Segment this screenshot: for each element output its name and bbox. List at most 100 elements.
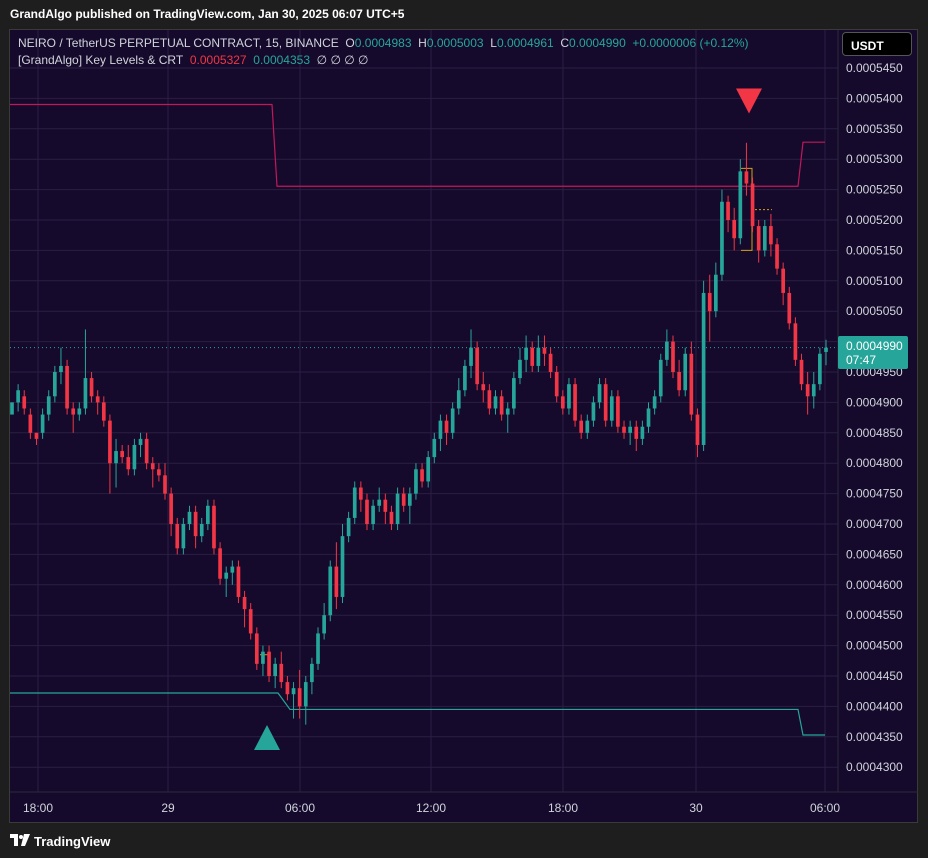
- candle-body: [811, 384, 816, 397]
- candle: [505, 402, 510, 433]
- candle: [334, 542, 339, 610]
- candle: [805, 372, 810, 415]
- candle-body: [340, 536, 345, 597]
- candlestick-chart[interactable]: 0.0005450 0.0005400 0.0005350 0.0005300 0.00…: [10, 30, 918, 822]
- candle: [652, 390, 657, 415]
- candle-body: [707, 292, 712, 312]
- candle-body: [157, 469, 161, 476]
- candle-body: [273, 663, 278, 676]
- candle: [524, 335, 528, 372]
- candle: [248, 603, 253, 640]
- buy-signal-marker: [254, 725, 280, 751]
- candle: [824, 339, 828, 366]
- candle: [132, 438, 137, 476]
- candle: [10, 402, 14, 415]
- tradingview-logo-icon: [10, 834, 30, 849]
- close-label: C: [560, 36, 570, 50]
- tradingview-logo[interactable]: TradingView: [10, 834, 110, 849]
- candle: [230, 560, 235, 585]
- candle: [310, 657, 314, 695]
- candle-body: [548, 353, 553, 372]
- y-tick-label: 0.0004450: [846, 669, 903, 683]
- candle-body: [426, 457, 431, 482]
- low-label: L: [490, 36, 497, 50]
- candle-body: [40, 414, 45, 433]
- candle: [799, 353, 804, 391]
- candle-body: [291, 688, 296, 695]
- candle: [487, 384, 492, 415]
- candle: [267, 645, 271, 683]
- candle: [328, 560, 333, 622]
- candle: [401, 487, 406, 512]
- chart-frame[interactable]: [9, 29, 918, 823]
- y-tick-label: 0.0005350: [846, 122, 903, 136]
- candle-body: [750, 183, 755, 227]
- y-tick-label: 0.0004400: [846, 699, 903, 713]
- currency-button[interactable]: USDT: [842, 32, 912, 56]
- candle: [646, 402, 651, 433]
- indicator-legend[interactable]: [GrandAlgo] Key Levels & CRT 0.0005327 0…: [18, 53, 369, 67]
- candle-body: [640, 426, 645, 439]
- candle: [818, 347, 822, 391]
- y-tick-label: 0.0004650: [846, 547, 903, 561]
- candle-body: [475, 347, 479, 385]
- close-value: 0.0004990: [569, 36, 626, 50]
- symbol-name: NEIRO / TetherUS PERPETUAL CONTRACT, 15,…: [18, 36, 339, 50]
- candle-body: [101, 402, 106, 421]
- candle: [95, 390, 100, 415]
- candle: [77, 402, 82, 421]
- candle-body: [536, 347, 541, 366]
- candle-body: [108, 420, 112, 464]
- candle-body: [720, 201, 724, 275]
- candle: [126, 444, 131, 476]
- candle-body: [34, 432, 39, 439]
- candle-body: [487, 390, 492, 409]
- candle: [236, 560, 241, 604]
- candle-body: [22, 396, 27, 409]
- candle: [175, 517, 180, 555]
- candle-body: [744, 171, 749, 184]
- candle: [322, 603, 326, 640]
- candle: [212, 499, 216, 555]
- candle: [762, 220, 767, 257]
- y-tick-label: 0.0005100: [846, 274, 903, 288]
- candle-body: [769, 226, 773, 245]
- candle-body: [469, 347, 473, 366]
- candle-body: [254, 633, 259, 664]
- candle: [756, 220, 761, 263]
- candle: [463, 359, 467, 397]
- candle-body: [799, 359, 804, 385]
- candle-body: [138, 438, 143, 445]
- candle-body: [236, 566, 241, 597]
- candle: [432, 432, 437, 464]
- candle-body: [242, 596, 247, 610]
- candle-body: [389, 511, 394, 524]
- sell-signal-marker: [736, 88, 762, 114]
- candle-body: [224, 572, 229, 579]
- symbol-legend[interactable]: NEIRO / TetherUS PERPETUAL CONTRACT, 15,…: [18, 36, 749, 50]
- candle-body: [16, 390, 20, 403]
- candle: [542, 335, 547, 366]
- candle: [157, 463, 161, 482]
- candle-body: [518, 359, 522, 379]
- x-tick-label: 06:00: [285, 801, 315, 815]
- candle: [665, 329, 669, 366]
- y-tick-label: 0.0004700: [846, 517, 903, 531]
- candle: [475, 341, 479, 391]
- candle-body: [787, 292, 792, 324]
- candles-layer: [10, 142, 828, 725]
- candle-body: [65, 365, 69, 409]
- candle: [371, 499, 375, 531]
- candle-body: [120, 451, 125, 458]
- candle-body: [609, 396, 614, 421]
- candle: [695, 408, 700, 458]
- candle: [163, 463, 167, 500]
- candle-body: [261, 651, 265, 664]
- candle-body: [444, 420, 449, 433]
- candle: [573, 378, 577, 427]
- candle: [65, 359, 69, 415]
- candle: [365, 493, 369, 531]
- open-label: O: [345, 36, 355, 50]
- candle-body: [46, 396, 51, 415]
- candle-body: [322, 615, 326, 634]
